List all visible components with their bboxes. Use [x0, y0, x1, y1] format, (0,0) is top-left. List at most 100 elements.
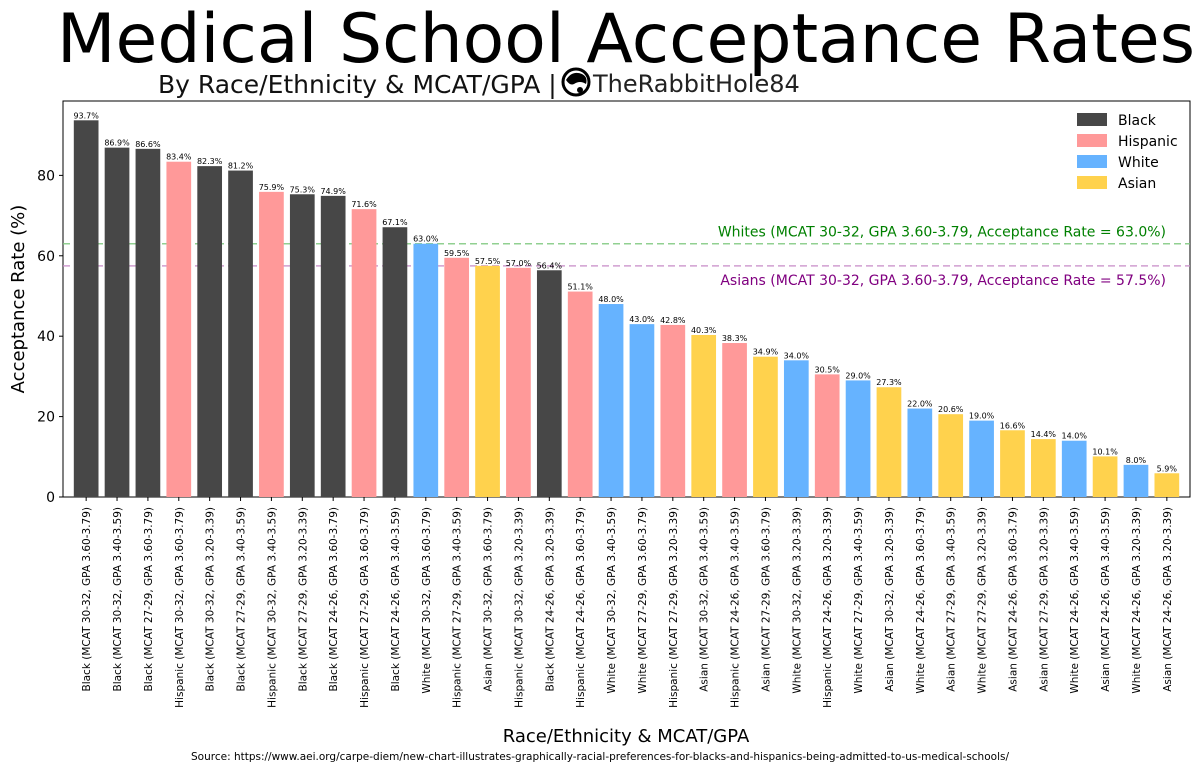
reference-line-label-1: Asians (MCAT 30-32, GPA 3.60-3.79, Accep… [720, 273, 1166, 289]
x-tick-label-19: Hispanic (MCAT 27-29, GPA 3.20-3.39) [668, 507, 680, 708]
bar-value-label-20: 40.3% [691, 326, 717, 335]
y-tick-label-3: 60 [37, 249, 55, 265]
bar-value-label-31: 14.4% [1031, 430, 1057, 439]
bar-value-label-0: 93.7% [73, 111, 99, 120]
bar-5 [228, 170, 253, 497]
x-tick-label-6: Hispanic (MCAT 30-32, GPA 3.40-3.59) [266, 507, 278, 708]
x-tick-label-5: Black (MCAT 27-29, GPA 3.40-3.59) [236, 507, 248, 692]
y-axis-ticks: 0 20 40 60 80 [37, 168, 63, 506]
x-tick-label-29: White (MCAT 27-29, GPA 3.20-3.39) [977, 507, 989, 694]
bar-value-label-33: 10.1% [1092, 447, 1118, 456]
bar-value-label-23: 34.0% [784, 351, 810, 360]
bar-22 [753, 356, 778, 497]
bar-20 [691, 334, 717, 497]
bar-2 [135, 148, 161, 498]
bar-value-label-17: 48.0% [598, 295, 624, 304]
bar-10 [382, 227, 408, 498]
bar-14 [506, 267, 531, 497]
bar-26 [876, 387, 902, 497]
bar-19 [660, 324, 686, 497]
y-tick-label-2: 40 [37, 329, 55, 345]
x-tick-label-28: Asian (MCAT 27-29, GPA 3.40-3.59) [946, 507, 958, 692]
x-axis-ticks: Black (MCAT 30-32, GPA 3.60-3.79) Black (… [81, 497, 1174, 708]
bar-15 [536, 270, 562, 497]
rabbit-logo-icon [561, 67, 591, 97]
bar-21 [722, 343, 747, 497]
y-tick-label-4: 80 [37, 168, 55, 184]
bar-value-label-12: 59.5% [444, 249, 470, 258]
x-axis-label: Race/Ethnicity & MCAT/GPA [503, 726, 750, 747]
bar-23 [783, 360, 809, 497]
bar-30 [1000, 430, 1025, 497]
bar-31 [1030, 439, 1056, 497]
bar-value-label-15: 56.4% [537, 261, 563, 270]
x-tick-label-31: Asian (MCAT 27-29, GPA 3.20-3.39) [1038, 507, 1050, 692]
legend-label-black: Black [1118, 113, 1157, 129]
x-tick-label-13: Asian (MCAT 30-32, GPA 3.60-3.79) [483, 507, 495, 692]
chart-subtitle: By Race/Ethnicity & MCAT/GPA | [158, 70, 557, 99]
bar-value-label-34: 8.0% [1126, 456, 1147, 465]
bar-value-label-4: 82.3% [197, 157, 223, 166]
bar-value-label-35: 5.9% [1157, 464, 1178, 473]
bar-value-label-29: 19.0% [969, 412, 995, 421]
bar-12 [444, 257, 470, 497]
legend: Black Hispanic White Asian [1077, 113, 1178, 192]
bar-9 [351, 209, 377, 498]
bar-value-label-18: 43.0% [629, 315, 655, 324]
x-tick-label-10: Black (MCAT 24-26, GPA 3.40-3.59) [390, 507, 402, 692]
bar-value-label-22: 34.9% [753, 348, 779, 357]
bar-32 [1061, 440, 1087, 497]
bar-value-label-28: 20.6% [938, 405, 964, 414]
reference-line-label-0: Whites (MCAT 30-32, GPA 3.60-3.79, Accep… [718, 225, 1166, 241]
legend-swatch-black [1077, 113, 1107, 126]
bar-11 [413, 243, 439, 497]
bar-27 [907, 408, 933, 497]
source-note: Source: https://www.aei.org/carpe-diem/n… [191, 751, 1009, 763]
bar-16 [567, 291, 593, 497]
x-tick-label-9: Hispanic (MCAT 27-29, GPA 3.60-3.79) [359, 507, 371, 708]
bar-value-label-8: 74.9% [320, 187, 346, 196]
bar-13 [475, 265, 500, 497]
chart-title: Medical School Acceptance Rates [57, 0, 1195, 79]
value-labels: 93.7% 86.9% 86.6% 83.4% 82.3% 81.2% 75.9% 75.3%… [73, 111, 1177, 473]
subtitle-group: By Race/Ethnicity & MCAT/GPA | TheRabbit… [158, 67, 800, 99]
x-tick-label-2: Black (MCAT 27-29, GPA 3.60-3.79) [143, 507, 155, 692]
bar-value-label-14: 57.0% [506, 259, 532, 268]
bar-value-label-6: 75.9% [259, 183, 285, 192]
legend-swatch-white [1077, 155, 1107, 168]
bar-6 [259, 191, 284, 497]
bar-25 [845, 380, 871, 497]
x-tick-label-15: Black (MCAT 24-26, GPA 3.20-3.39) [544, 507, 556, 692]
x-tick-label-34: White (MCAT 24-26, GPA 3.20-3.39) [1131, 507, 1143, 694]
bar-value-label-19: 42.8% [660, 316, 686, 325]
bar-value-label-11: 63.0% [413, 235, 439, 244]
bar-value-label-24: 30.5% [814, 365, 840, 374]
x-tick-label-8: Black (MCAT 24-26, GPA 3.60-3.79) [328, 507, 340, 692]
bar-value-label-21: 38.3% [722, 334, 748, 343]
legend-label-white: White [1118, 155, 1159, 171]
bar-value-label-13: 57.5% [475, 257, 501, 266]
bar-33 [1092, 456, 1118, 497]
x-tick-label-21: Hispanic (MCAT 24-26, GPA 3.40-3.59) [730, 507, 742, 708]
bar-value-label-10: 67.1% [382, 218, 408, 227]
plot-area [62, 100, 1191, 498]
x-tick-label-14: Hispanic (MCAT 30-32, GPA 3.20-3.39) [513, 507, 525, 708]
x-tick-label-17: White (MCAT 30-32, GPA 3.40-3.59) [606, 507, 618, 694]
x-tick-label-20: Asian (MCAT 30-32, GPA 3.40-3.59) [699, 507, 711, 692]
x-tick-label-27: White (MCAT 24-26, GPA 3.60-3.79) [915, 507, 927, 694]
legend-label-asian: Asian [1118, 176, 1156, 192]
bar-24 [814, 374, 840, 497]
bar-value-label-2: 86.6% [135, 140, 161, 149]
bar-34 [1123, 464, 1149, 497]
bar-0 [73, 120, 99, 498]
bar-value-label-30: 16.6% [1000, 421, 1026, 430]
x-tick-label-0: Black (MCAT 30-32, GPA 3.60-3.79) [81, 507, 93, 692]
y-tick-label-1: 20 [37, 410, 55, 426]
x-tick-label-25: White (MCAT 27-29, GPA 3.40-3.59) [853, 507, 865, 694]
bar-value-label-7: 75.3% [290, 185, 316, 194]
bar-8 [320, 195, 346, 497]
legend-swatch-hispanic [1077, 134, 1107, 147]
y-tick-label-0: 0 [46, 490, 55, 506]
x-tick-label-32: White (MCAT 24-26, GPA 3.40-3.59) [1069, 507, 1081, 694]
y-axis-label: Acceptance Rate (%) [8, 205, 29, 394]
